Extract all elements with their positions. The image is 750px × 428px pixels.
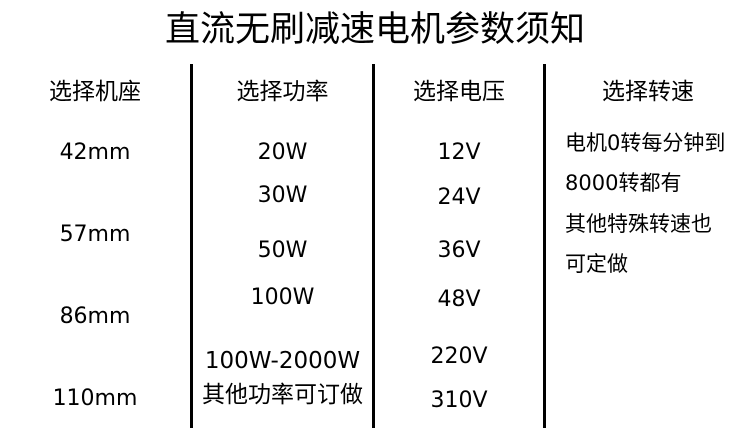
cell-frame-size-57mm: 57mm bbox=[59, 222, 131, 247]
cell-speed-line-1: 电机0转每分钟到 bbox=[565, 131, 726, 155]
column-header-voltage: 选择电压 bbox=[413, 79, 505, 105]
cell-frame-size-42mm: 42mm bbox=[59, 140, 131, 165]
cell-voltage-24v: 24V bbox=[437, 185, 481, 210]
cell-voltage-220v: 220V bbox=[430, 344, 488, 369]
cell-power-custom-note: 其他功率可订做 bbox=[202, 382, 363, 408]
cell-speed-line-3: 其他特殊转速也 bbox=[565, 212, 712, 236]
page-title: 直流无刷减速电机参数须知 bbox=[164, 10, 585, 50]
column-divider-3 bbox=[543, 64, 546, 428]
cell-voltage-12v: 12V bbox=[437, 140, 481, 165]
cell-voltage-36v: 36V bbox=[437, 238, 481, 263]
cell-speed-line-4: 可定做 bbox=[565, 252, 628, 276]
column-divider-1 bbox=[190, 64, 193, 428]
cell-frame-size-86mm: 86mm bbox=[59, 304, 131, 329]
cell-power-30w: 30W bbox=[257, 183, 308, 208]
column-header-frame-size: 选择机座 bbox=[49, 79, 141, 105]
cell-frame-size-110mm: 110mm bbox=[52, 386, 138, 411]
cell-power-100w: 100W bbox=[250, 285, 315, 310]
column-header-speed: 选择转速 bbox=[602, 79, 694, 105]
cell-voltage-310v: 310V bbox=[430, 388, 488, 413]
cell-power-50w: 50W bbox=[257, 238, 308, 263]
cell-power-20w: 20W bbox=[257, 140, 308, 165]
column-divider-2 bbox=[372, 64, 375, 428]
cell-speed-line-2: 8000转都有 bbox=[565, 171, 682, 195]
cell-power-range: 100W-2000W bbox=[204, 348, 361, 374]
column-header-power: 选择功率 bbox=[236, 79, 329, 105]
cell-voltage-48v: 48V bbox=[437, 287, 481, 312]
